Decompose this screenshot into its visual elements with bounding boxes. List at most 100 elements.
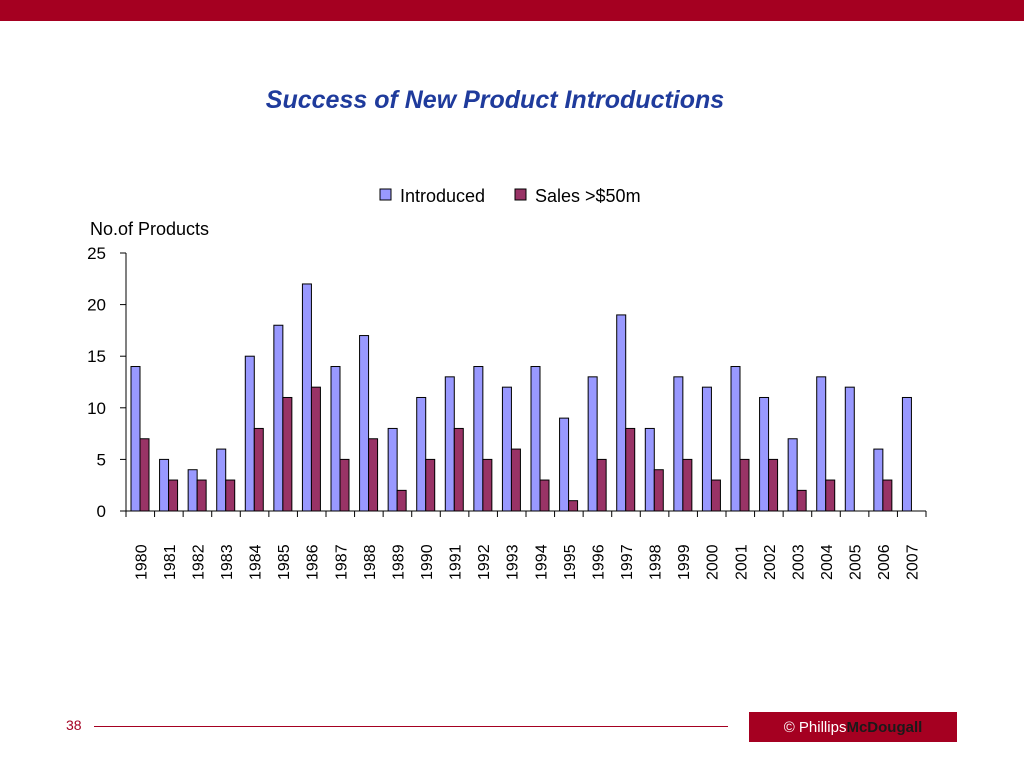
x-tick-label: 2001 [733,544,750,580]
plot-area: 0 5 10 15 20 25 No.of Products 1980 1981 1982 1983… [87,219,927,580]
bar-sales [653,469,664,512]
x-tick-label: 1986 [305,544,322,580]
bar-introduced [416,396,427,512]
bar-sales [739,458,750,512]
x-tick-label: 2002 [762,544,779,580]
bar-introduced [359,335,370,512]
bar-sales [396,489,407,512]
bar-sales [339,458,350,512]
x-tick-label: 1980 [133,544,150,580]
bar-sales [482,458,493,512]
x-tick-label: 2000 [705,544,722,580]
bar-sales [139,438,150,512]
bar-sales [282,396,293,512]
legend-label-sales: Sales >$50m [535,186,641,206]
chart-legend: Introduced Sales >$50m [379,186,641,206]
x-tick-label: 1981 [162,544,179,580]
bar-sales [168,479,179,512]
bar-sales [253,427,264,512]
y-tick-label: 15 [87,347,106,366]
x-tick-label: 1994 [533,544,550,580]
y-axis-label: No.of Products [90,219,209,239]
bar-introduced [587,376,598,512]
logo-phillips: Phillips [798,718,847,736]
x-tick-label: 1983 [219,544,236,580]
bar-introduced [273,324,284,512]
x-tick-label: 1987 [333,544,350,580]
logo-copyright: © [783,718,795,736]
bar-introduced [130,366,141,512]
x-tick-label: 1993 [505,544,522,580]
bar-introduced [873,448,884,512]
x-tick-label: 2005 [848,544,865,580]
bar-sales [425,458,436,512]
bar-sales [882,479,893,512]
slide-title: Success of New Product Introductions [265,86,725,114]
legend-label-introduced: Introduced [400,186,485,206]
x-tick-label: 1989 [390,544,407,580]
phillips-mcdougall-logo: © Phillips McDougall [749,712,957,742]
bar-introduced [444,376,455,512]
bar-sales [768,458,779,512]
x-tick-label: 2004 [819,544,836,580]
bar-introduced [844,386,855,512]
bar-sales [453,427,464,512]
footer-divider [94,726,728,727]
bar-introduced [759,396,770,512]
x-tick-label: 1990 [419,544,436,580]
bar-sales [510,448,521,512]
x-tick-label: 2003 [790,544,807,580]
bar-introduced [901,396,912,512]
bar-sales [225,479,236,512]
bar-introduced [501,386,512,512]
bar-sales [710,479,721,512]
bar-sales [196,479,207,512]
bar-sales [825,479,836,512]
bar-sales [568,500,579,512]
x-tick-label: 1991 [448,544,465,580]
bar-introduced [244,355,255,512]
bar-introduced [301,283,312,512]
top-brand-bar [0,0,1024,21]
legend-swatch-sales [514,188,527,201]
bar-sales [368,438,379,512]
bar-introduced [730,366,741,512]
bar-introduced [816,376,827,512]
logo-mcdougall: McDougall [846,718,923,736]
x-tick-label: 1988 [362,544,379,580]
x-tick-label: 1982 [190,544,207,580]
bar-introduced [473,366,484,512]
bar-introduced [387,427,398,512]
bar-sales [596,458,607,512]
bar-sales [682,458,693,512]
x-tick-label: 1999 [676,544,693,580]
y-tick-label: 10 [87,399,106,418]
x-tick-label: 1997 [619,544,636,580]
bar-introduced [701,386,712,512]
page-number: 38 [66,717,82,733]
x-tick-label: 1998 [648,544,665,580]
bar-introduced [644,427,655,512]
bar-introduced [673,376,684,512]
legend-swatch-introduced [379,188,392,201]
bar-introduced [530,366,541,512]
bar-sales [539,479,550,512]
y-tick-label: 5 [97,450,106,469]
bar-introduced [187,469,198,512]
bar-sales [625,427,636,512]
x-tick-label: 1992 [476,544,493,580]
x-tick-label: 1996 [590,544,607,580]
x-tick-label: 1985 [276,544,293,580]
bar-sales [310,386,321,512]
bar-sales [796,489,807,512]
y-tick-label: 0 [97,502,106,521]
bar-introduced [559,417,570,512]
x-tick-label: 2007 [905,544,922,580]
bar-introduced [330,366,341,512]
y-tick-label: 20 [87,296,106,315]
bar-introduced [159,458,170,512]
x-tick-label: 1984 [248,544,265,580]
x-tick-label: 1995 [562,544,579,580]
bar-introduced [616,314,627,512]
